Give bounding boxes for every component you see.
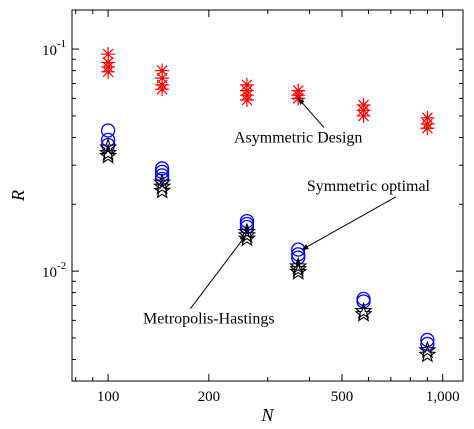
annotation-label: Symmetric optimal bbox=[307, 178, 431, 195]
annotation-label: Metropolis-Hastings bbox=[143, 311, 275, 328]
symmetric-circle-marker bbox=[420, 336, 435, 352]
x-tick-label: 1,000 bbox=[426, 389, 460, 405]
x-tick-label: 500 bbox=[331, 389, 354, 405]
metropolis-star-marker bbox=[152, 173, 172, 191]
metropolis-star-marker bbox=[98, 143, 118, 161]
series-metropolis bbox=[98, 138, 437, 363]
metropolis-star-marker bbox=[98, 146, 118, 164]
metropolis-star-marker bbox=[289, 256, 308, 275]
y-axis-label: R bbox=[8, 190, 28, 202]
metropolis-star-marker bbox=[354, 301, 373, 319]
metropolis-star-marker bbox=[152, 177, 172, 195]
metropolis-star-marker bbox=[289, 259, 308, 277]
metropolis-star-marker bbox=[354, 304, 373, 322]
metropolis-star-marker bbox=[237, 222, 257, 240]
data-marks bbox=[98, 47, 437, 363]
annotation-arrow bbox=[301, 196, 397, 251]
symmetric-circle-marker bbox=[239, 219, 255, 235]
metropolis-star-marker bbox=[98, 138, 118, 156]
annotations: Asymmetric Design Symmetric optimal Metrop… bbox=[143, 97, 431, 328]
metropolis-star-marker bbox=[289, 262, 308, 280]
asymmetric-asterisk-marker bbox=[420, 121, 435, 136]
y-tick-label: 10-2 bbox=[42, 260, 66, 281]
asymmetric-asterisk-marker bbox=[239, 92, 254, 107]
annotation-arrow bbox=[190, 234, 247, 309]
metropolis-star-marker bbox=[418, 340, 437, 359]
x-tick-label: 200 bbox=[198, 389, 221, 405]
y-tick-label: 10-1 bbox=[42, 38, 66, 59]
x-tick-label: 100 bbox=[97, 389, 120, 405]
metropolis-star-marker bbox=[152, 181, 172, 199]
metropolis-star-marker bbox=[418, 345, 437, 363]
series-asymmetric bbox=[101, 47, 435, 136]
metropolis-star-marker bbox=[237, 225, 257, 244]
asymmetric-asterisk-marker bbox=[356, 108, 371, 123]
asymmetric-asterisk-marker bbox=[155, 82, 170, 97]
asymmetric-asterisk-marker bbox=[101, 47, 116, 62]
asymmetric-asterisk-marker bbox=[155, 63, 170, 78]
annotation-arrow bbox=[297, 97, 325, 128]
x-axis-label: N bbox=[260, 405, 274, 425]
asymmetric-asterisk-marker bbox=[101, 64, 116, 79]
symmetric-circle-marker bbox=[356, 294, 371, 309]
axis-ticks: 100 200 500 1,000 10-2 10-1 bbox=[42, 10, 463, 405]
symmetric-circle-marker bbox=[100, 123, 116, 138]
annotation-label: Asymmetric Design bbox=[234, 129, 362, 146]
